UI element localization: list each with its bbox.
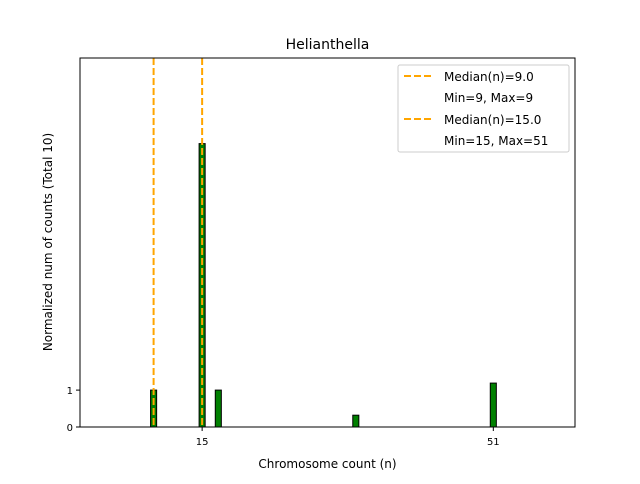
plot-area [80,58,497,428]
bar [352,414,360,428]
legend-label-1: Median(n)=9.0 [444,70,534,84]
ticks: 15 51 0 1 [67,386,500,448]
x-tick-label: 15 [196,437,209,448]
legend: Median(n)=9.0 Min=9, Max=9 Median(n)=15.… [397,64,570,153]
y-tick-label: 1 [67,386,73,397]
y-tick-label: 0 [67,423,73,434]
legend-sublabel-1: Min=9, Max=9 [444,91,533,105]
x-tick-label: 51 [487,437,500,448]
bar [489,382,497,428]
y-axis-label: Normalized num of counts (Total 10) [41,133,55,351]
bar [214,389,222,428]
axes-frame [79,57,576,428]
chart-title: Helianthella [286,37,370,53]
x-axis-label: Chromosome count (n) [258,457,396,471]
legend-sublabel-2: Min=15, Max=51 [444,134,548,148]
legend-box [397,64,570,153]
legend-label-2: Median(n)=15.0 [444,113,541,127]
